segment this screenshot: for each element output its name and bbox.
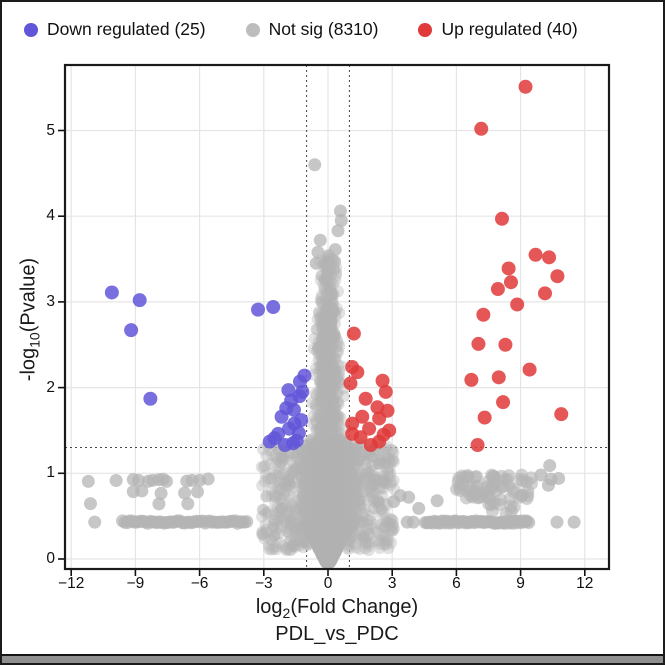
y-tick-label: 4	[46, 207, 55, 225]
legend: Down regulated (25) Not sig (8310) Up regu…	[24, 19, 578, 40]
legend-item-up: Up regulated (40)	[418, 19, 578, 40]
x-axis-subtitle: PDL_vs_PDC	[275, 623, 399, 645]
y-tick-label: 3	[46, 292, 55, 310]
legend-dot-down	[24, 22, 38, 37]
y-axis-title: -log10(Pvalue)	[17, 257, 43, 382]
x-tick-label: 0	[323, 575, 333, 592]
x-tick-label: −3	[254, 575, 273, 592]
x-tick-label: 3	[387, 575, 397, 592]
legend-label: Up regulated (40)	[441, 19, 578, 39]
legend-item-notsig: Not sig (8310)	[245, 19, 379, 40]
legend-dot-up	[418, 22, 433, 37]
y-tick-label: 1	[46, 464, 55, 482]
x-axis-title: log2(Fold Change)	[255, 596, 419, 621]
x-tick-label: 9	[516, 575, 525, 592]
x-tick-label: 12	[576, 575, 594, 592]
x-tick-label: −12	[58, 575, 85, 592]
window-edge	[2, 654, 663, 663]
y-tick-label: 5	[46, 121, 55, 139]
y-tick-label: 0	[46, 550, 55, 567]
x-tick-label: −9	[126, 575, 145, 592]
legend-label: Not sig (8310)	[268, 19, 379, 39]
legend-label: Down regulated (25)	[47, 19, 206, 39]
legend-item-down: Down regulated (25)	[24, 19, 206, 40]
x-tick-label: −6	[190, 575, 209, 592]
y-tick-label: 2	[46, 378, 55, 396]
legend-dot-notsig	[245, 22, 260, 37]
x-tick-label: 6	[452, 575, 461, 592]
